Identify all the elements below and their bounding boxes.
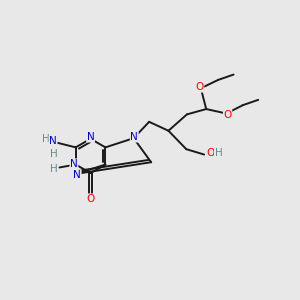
Text: O: O <box>224 110 232 120</box>
Text: N: N <box>70 159 78 169</box>
Text: O: O <box>196 82 204 92</box>
Text: O: O <box>86 194 95 204</box>
Text: H: H <box>214 148 222 158</box>
Text: N: N <box>49 136 57 146</box>
Text: H: H <box>50 164 58 174</box>
Text: N: N <box>73 170 81 180</box>
Text: O: O <box>206 148 214 158</box>
Text: N: N <box>130 132 138 142</box>
Text: N: N <box>87 132 94 142</box>
Text: H: H <box>50 149 58 159</box>
Text: H: H <box>41 134 49 144</box>
